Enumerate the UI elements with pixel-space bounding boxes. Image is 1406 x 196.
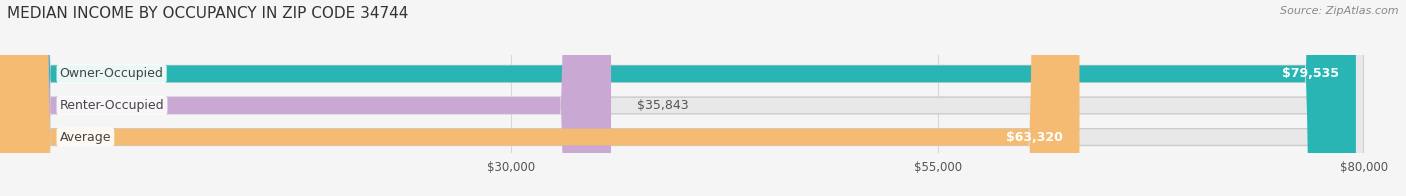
Text: $79,535: $79,535 <box>1282 67 1339 80</box>
Text: $63,320: $63,320 <box>1005 131 1063 144</box>
Text: Average: Average <box>59 131 111 144</box>
FancyBboxPatch shape <box>0 0 1364 196</box>
Text: Renter-Occupied: Renter-Occupied <box>59 99 165 112</box>
Text: Source: ZipAtlas.com: Source: ZipAtlas.com <box>1281 6 1399 16</box>
Text: MEDIAN INCOME BY OCCUPANCY IN ZIP CODE 34744: MEDIAN INCOME BY OCCUPANCY IN ZIP CODE 3… <box>7 6 408 21</box>
Text: Owner-Occupied: Owner-Occupied <box>59 67 163 80</box>
FancyBboxPatch shape <box>0 0 612 196</box>
FancyBboxPatch shape <box>0 0 1364 196</box>
FancyBboxPatch shape <box>0 0 1080 196</box>
FancyBboxPatch shape <box>0 0 1355 196</box>
Text: $35,843: $35,843 <box>637 99 689 112</box>
FancyBboxPatch shape <box>0 0 1364 196</box>
